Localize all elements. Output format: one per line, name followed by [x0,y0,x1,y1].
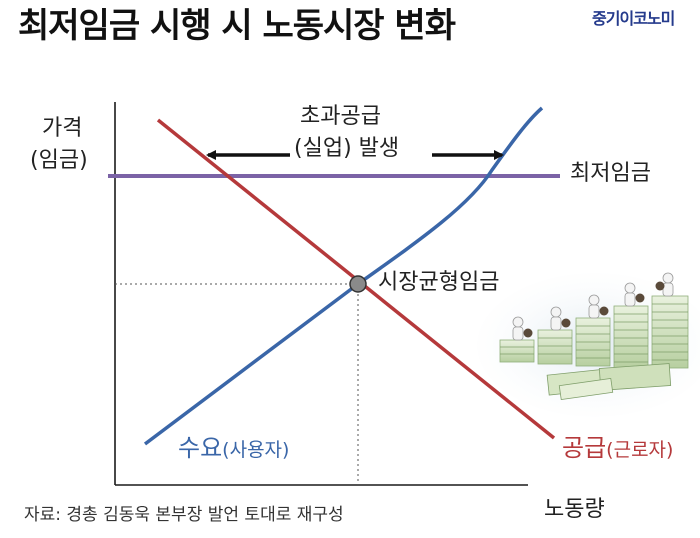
minimum-wage-label: 최저임금 [570,161,651,186]
demand-curve-label: 수요(사용자) [178,436,289,460]
supply-curve-label-main: 공급 [562,434,607,462]
equilibrium-wage-label: 시장균형임금 [378,270,500,295]
source-note: 자료: 경총 김동욱 본부장 발언 토대로 재구성 [24,505,344,525]
page-title: 최저임금 시행 시 노동시장 변화 [18,6,456,46]
excess-supply-label-line2: (실업) 발생 [294,136,400,161]
equilibrium-point [349,275,367,293]
demand-curve [143,106,544,446]
supply-curve-label-sub: (근로자) [606,439,674,461]
brand-logo-text: 중기이코노미 [592,9,675,28]
money-stacks-with-figures-icon [477,272,700,417]
supply-curve-label: 공급(근로자) [562,436,673,460]
demand-curve-label-sub: (사용자) [222,439,290,461]
x-axis-label: 노동량 [544,497,605,522]
y-axis-label-line2: (임금) [30,148,88,173]
y-axis-label-line1: 가격 [42,116,83,141]
excess-supply-label-line1: 초과공급 [300,104,381,129]
demand-curve-label-main: 수요 [178,434,223,462]
